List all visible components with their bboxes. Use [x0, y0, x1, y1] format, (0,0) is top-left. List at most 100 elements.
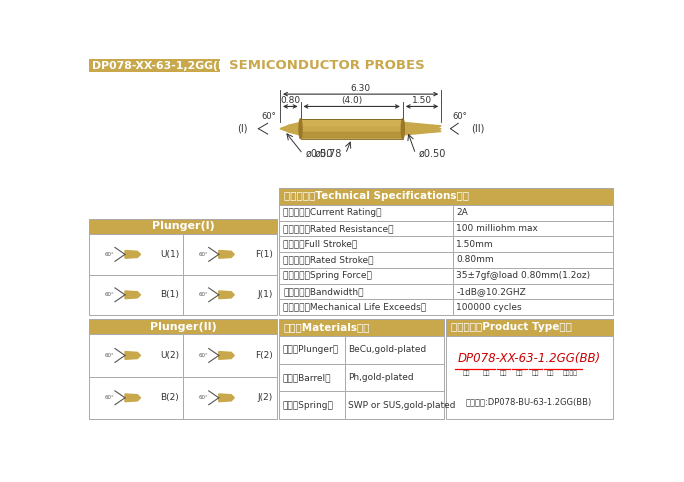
Ellipse shape: [299, 119, 302, 139]
Text: F(2): F(2): [255, 351, 273, 360]
Text: 头型: 头型: [500, 371, 508, 376]
Text: 针头材质: 针头材质: [562, 371, 577, 376]
Text: F(1): F(1): [255, 250, 273, 259]
Text: 额定电阻（Rated Resistance）: 额定电阻（Rated Resistance）: [283, 224, 393, 233]
Bar: [279, 252, 453, 268]
Text: 满行程（Full Stroke）: 满行程（Full Stroke）: [283, 240, 357, 249]
Text: (4.0): (4.0): [341, 96, 363, 105]
Text: 60°: 60°: [452, 112, 466, 121]
Text: 镜面: 镜面: [547, 371, 554, 376]
Bar: [279, 319, 443, 419]
Polygon shape: [219, 394, 235, 402]
Bar: [345, 336, 443, 363]
Bar: [279, 299, 453, 315]
Text: ø0.78: ø0.78: [315, 149, 343, 159]
Text: ø0.50: ø0.50: [419, 149, 446, 159]
Polygon shape: [300, 120, 403, 125]
Text: 60°: 60°: [198, 292, 208, 297]
Text: 测试寿命（Mechanical Life Exceeds）: 测试寿命（Mechanical Life Exceeds）: [283, 303, 426, 312]
Bar: [279, 268, 453, 283]
Bar: [300, 119, 403, 139]
Bar: [453, 283, 612, 299]
Polygon shape: [280, 125, 289, 132]
Text: J(1): J(1): [258, 290, 273, 299]
Polygon shape: [125, 251, 140, 258]
Text: 弹力: 弹力: [531, 371, 539, 376]
Bar: [279, 391, 345, 419]
Text: 60°: 60°: [198, 252, 208, 257]
Polygon shape: [219, 291, 235, 299]
Bar: [453, 299, 612, 315]
Text: 0.80: 0.80: [280, 96, 300, 105]
Bar: [183, 376, 277, 419]
Bar: [90, 234, 183, 275]
Polygon shape: [125, 291, 140, 299]
Text: 频率带宽（Bandwidth）: 频率带宽（Bandwidth）: [283, 287, 364, 296]
Polygon shape: [403, 122, 433, 135]
Bar: [90, 319, 277, 335]
Polygon shape: [125, 394, 140, 402]
Text: 2A: 2A: [456, 208, 468, 217]
Text: SEMICONDUCTOR PROBES: SEMICONDUCTOR PROBES: [229, 59, 425, 72]
Bar: [345, 391, 443, 419]
Text: DP078-XX-63-1.2GG(BB): DP078-XX-63-1.2GG(BB): [458, 352, 601, 365]
Text: 额定电流（Current Rating）: 额定电流（Current Rating）: [283, 208, 382, 217]
Polygon shape: [300, 132, 403, 137]
Text: 60°: 60°: [105, 252, 114, 257]
Text: ø0.50: ø0.50: [306, 149, 333, 159]
Polygon shape: [289, 122, 300, 135]
Text: 1.50: 1.50: [412, 96, 432, 105]
Bar: [183, 234, 277, 275]
Bar: [446, 319, 612, 336]
Text: 60°: 60°: [105, 395, 114, 400]
Bar: [90, 219, 277, 234]
Text: 针管（Barrel）: 针管（Barrel）: [282, 373, 331, 382]
Bar: [90, 275, 183, 315]
Text: 额定行程（Rated Stroke）: 额定行程（Rated Stroke）: [283, 255, 373, 265]
Bar: [90, 219, 277, 315]
Text: 60°: 60°: [198, 395, 208, 400]
Bar: [90, 376, 183, 419]
Text: Ph,gold-plated: Ph,gold-plated: [348, 373, 414, 382]
Text: BeCu,gold-plated: BeCu,gold-plated: [348, 345, 426, 354]
Text: 系列: 系列: [462, 371, 470, 376]
Text: U(1): U(1): [160, 250, 179, 259]
Bar: [279, 283, 453, 299]
Bar: [453, 252, 612, 268]
Bar: [345, 363, 443, 391]
Polygon shape: [219, 351, 235, 359]
Text: 订购举例:DP078-BU-63-1.2GG(BB): 订购举例:DP078-BU-63-1.2GG(BB): [466, 398, 592, 406]
Text: 60°: 60°: [261, 112, 276, 121]
Text: 规格: 规格: [483, 371, 490, 376]
Text: 弹簧（Spring）: 弹簧（Spring）: [282, 401, 333, 410]
Text: Plunger(II): Plunger(II): [150, 321, 217, 332]
Bar: [279, 336, 345, 363]
Text: Plunger(I): Plunger(I): [152, 221, 215, 231]
Bar: [183, 335, 277, 376]
Bar: [279, 236, 453, 252]
Text: 60°: 60°: [105, 353, 114, 358]
Bar: [453, 205, 612, 221]
Text: J(2): J(2): [258, 393, 273, 402]
Bar: [183, 275, 277, 315]
Text: 材质（Materials）：: 材质（Materials）：: [284, 322, 371, 333]
Polygon shape: [219, 251, 235, 258]
Text: 35±7gf@load 0.80mm(1.2oz): 35±7gf@load 0.80mm(1.2oz): [456, 271, 590, 280]
Text: 技术要求（Technical Specifications）：: 技术要求（Technical Specifications）：: [284, 191, 469, 201]
Text: 成品型号（Product Type）：: 成品型号（Product Type）：: [451, 322, 571, 333]
Text: SWP or SUS,gold-plated: SWP or SUS,gold-plated: [348, 401, 456, 410]
Polygon shape: [125, 351, 140, 359]
Text: -1dB@10.2GHZ: -1dB@10.2GHZ: [456, 287, 526, 296]
Text: 1.50mm: 1.50mm: [456, 240, 494, 249]
Text: 行长: 行长: [516, 371, 523, 376]
Text: 针头（Plunger）: 针头（Plunger）: [282, 345, 339, 354]
Bar: [279, 188, 612, 315]
Text: DP078-XX-63-1,2GG(BB): DP078-XX-63-1,2GG(BB): [92, 61, 239, 71]
Text: U(2): U(2): [160, 351, 179, 360]
Bar: [279, 188, 612, 205]
Bar: [90, 319, 277, 419]
Ellipse shape: [402, 119, 404, 139]
Text: 100000 cycles: 100000 cycles: [456, 303, 522, 312]
Text: 60°: 60°: [105, 292, 114, 297]
Bar: [279, 363, 345, 391]
